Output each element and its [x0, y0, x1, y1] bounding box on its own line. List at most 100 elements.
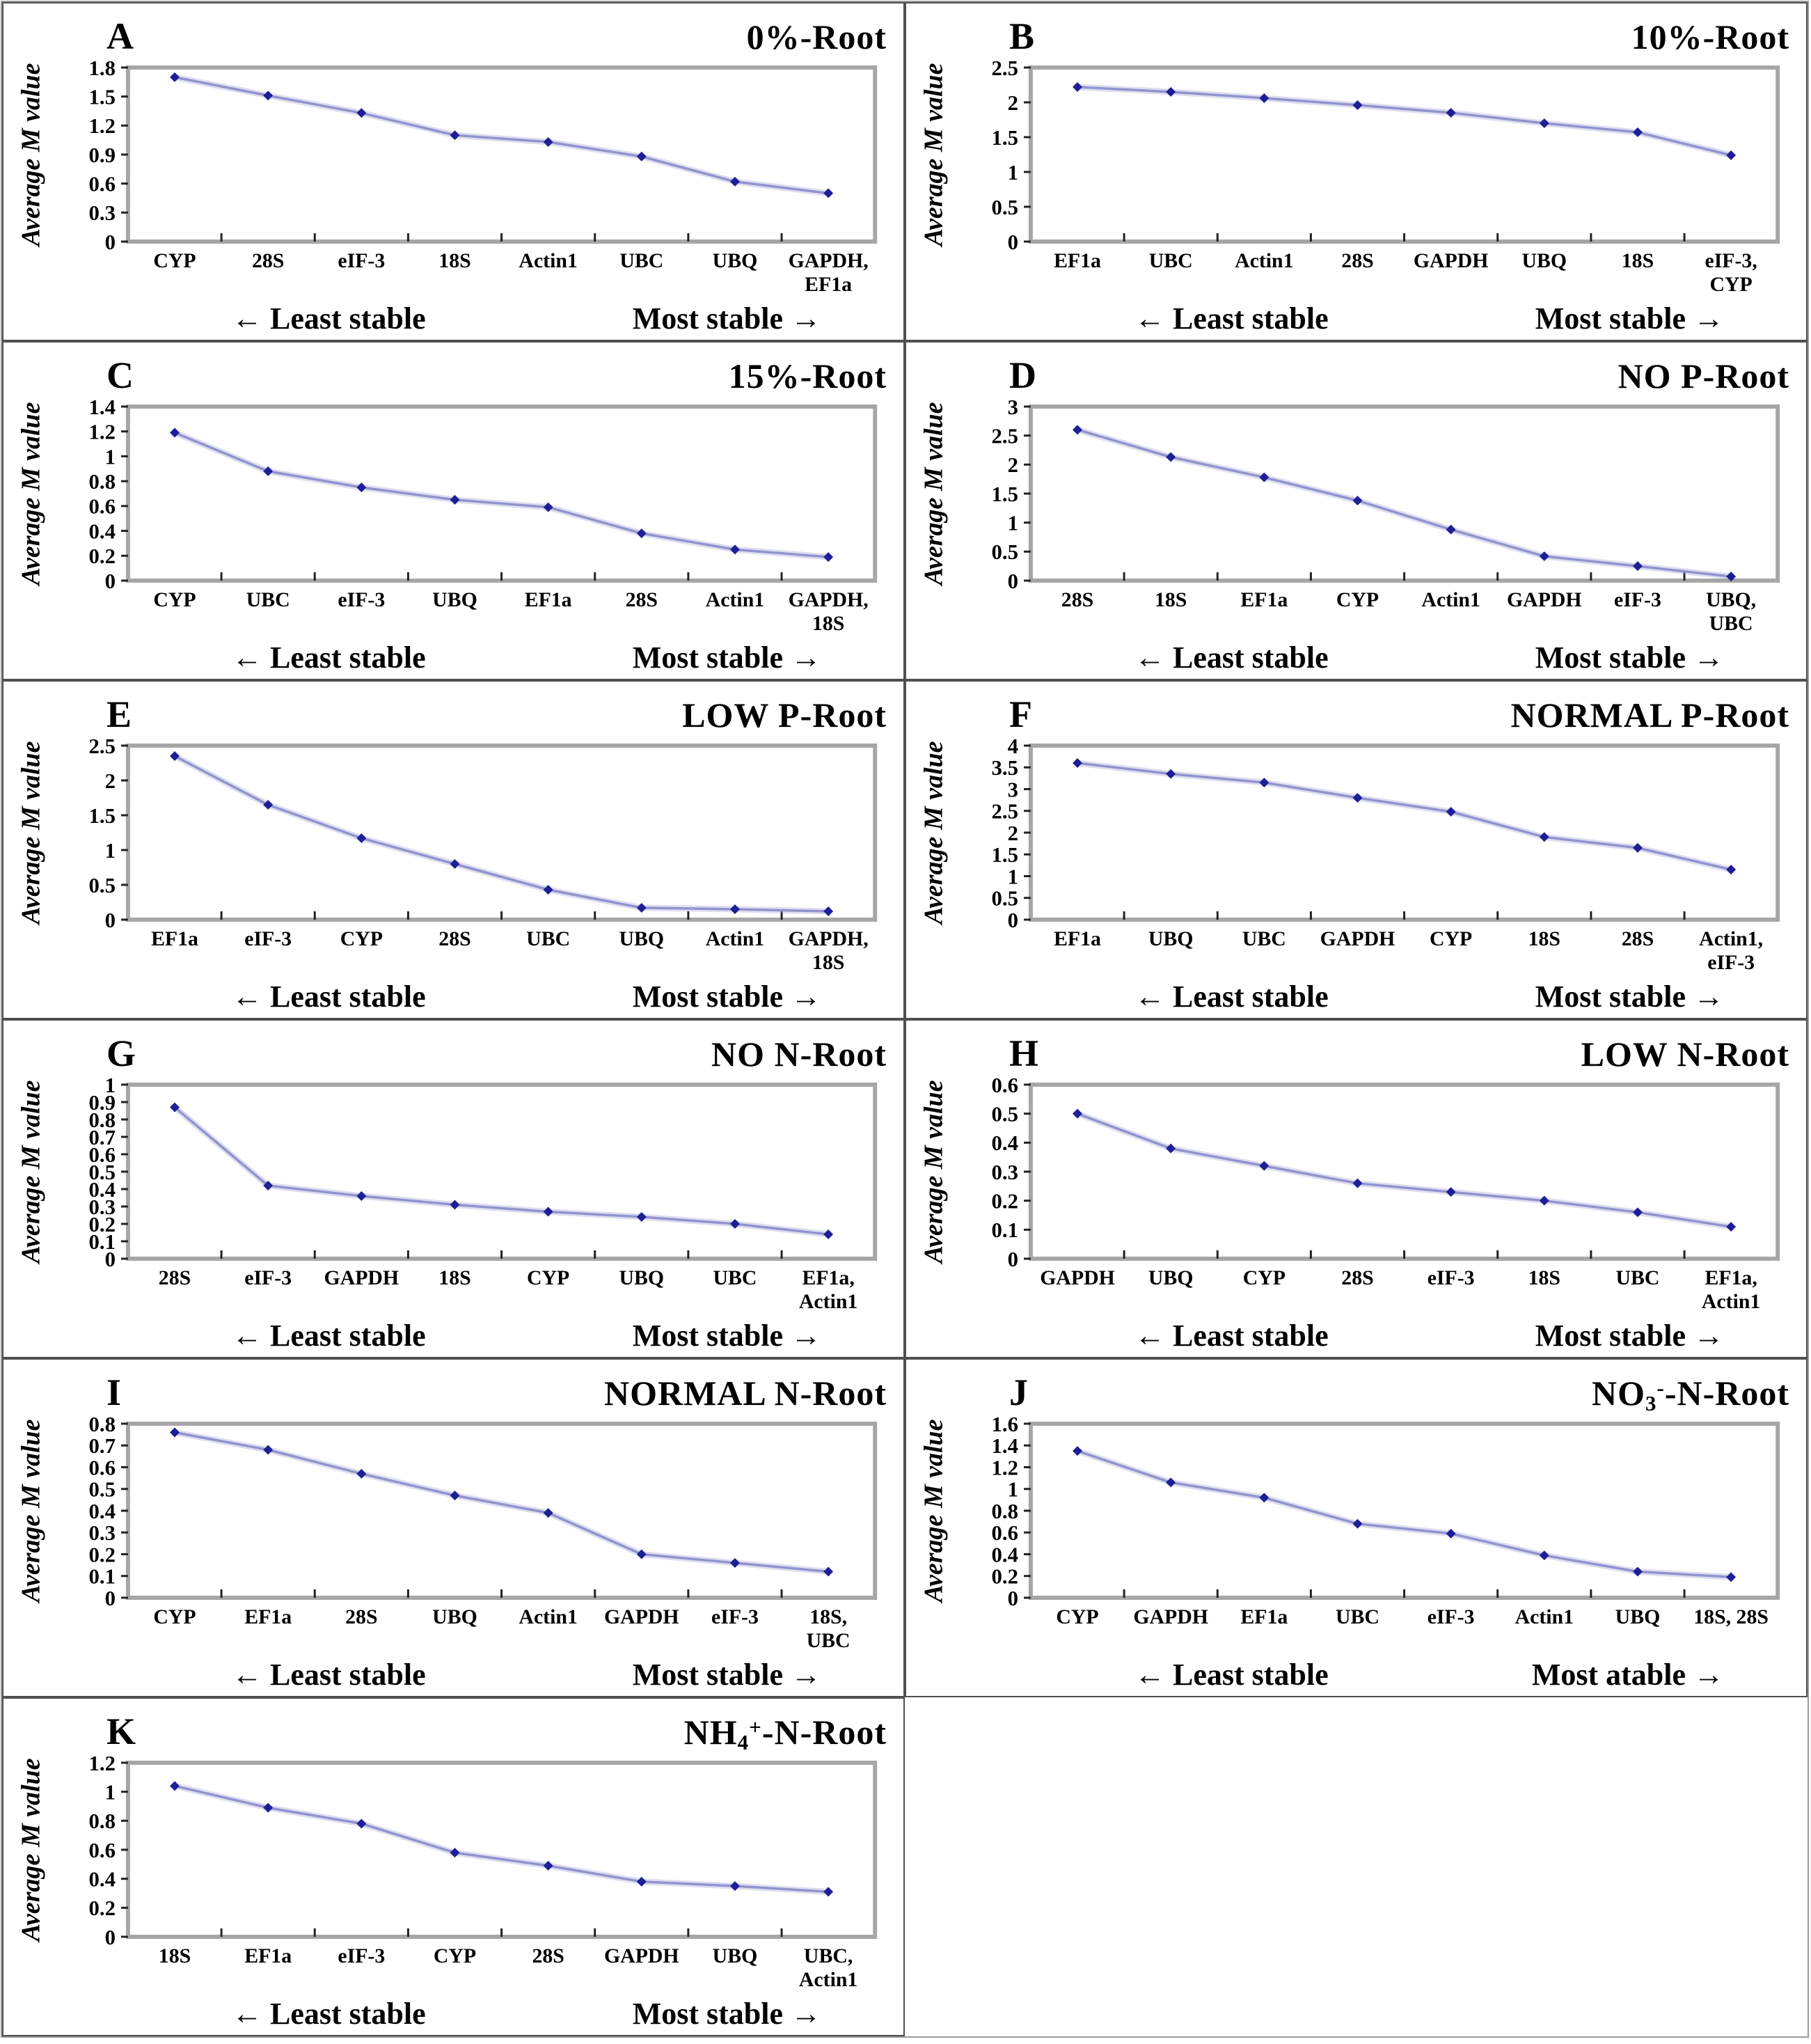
y-tick-label: 1.4: [89, 395, 116, 419]
x-category-label: 28S: [1622, 927, 1654, 950]
x-category-label: GAPDH: [1320, 927, 1395, 950]
x-category-label: CYP: [1243, 1266, 1286, 1289]
x-category-label: Actin1: [1515, 1605, 1574, 1628]
data-point: [730, 544, 740, 555]
y-axis-label: Average M value: [17, 1080, 46, 1264]
data-point: [730, 1219, 740, 1229]
y-tick-label: 0.9: [89, 143, 116, 167]
y-tick-label: 0.5: [992, 1101, 1019, 1126]
x-category-label: UBQ: [432, 588, 477, 611]
y-tick-label: 0: [1008, 908, 1018, 932]
most-stable-label: Most stable →: [632, 301, 821, 336]
y-tick-label: 1.5: [89, 803, 116, 828]
data-point: [1073, 758, 1082, 768]
data-point: [170, 1781, 180, 1791]
data-point: [730, 904, 740, 914]
data-point: [450, 494, 460, 505]
y-tick-label: 1.4: [992, 1433, 1019, 1458]
y-tick-label: 0.3: [89, 201, 116, 225]
plot-area: [1028, 1422, 1780, 1600]
x-category-label: GAPDH: [324, 1266, 400, 1289]
x-category-label: 18S: [812, 951, 844, 974]
x-category-label: eIF-3: [338, 249, 385, 272]
data-line: [173, 1106, 829, 1236]
chart-I: Average M value 00.10.20.30.40.50.60.70.8…: [17, 1412, 878, 1652]
stability-annotations: ← Least stable Most stable →: [912, 975, 1801, 1014]
x-category-label: UBQ: [713, 249, 758, 272]
x-category-label: 18S: [438, 249, 470, 272]
x-category-label: CYP: [153, 249, 196, 272]
x-category-label: eIF-3: [338, 588, 385, 611]
x-category-label: GAPDH: [604, 1605, 679, 1628]
data-point: [636, 903, 647, 913]
x-category-label: 18S: [159, 1944, 191, 1967]
data-point: [263, 800, 274, 810]
panel-letter: H: [1009, 1032, 1039, 1074]
data-point: [730, 1558, 740, 1568]
x-category-label: 18S, 28S: [1693, 1605, 1769, 1628]
y-axis-label: Average M value: [919, 1419, 949, 1603]
panel-G: G NO N-Root Average M value 0 0.1 0.2 0.3 0.4 0.…: [2, 1019, 905, 1358]
data-point: [450, 859, 460, 869]
panel-letter: E: [106, 693, 132, 735]
y-tick-label: 0.7: [89, 1125, 116, 1149]
panel-H: H LOW N-Root Average M value 0 0.1 0.2 0.3 0.4 0…: [905, 1019, 1808, 1358]
data-point: [1259, 778, 1270, 788]
x-category-label: CYP: [1336, 588, 1379, 611]
y-tick-label: 0.3: [992, 1160, 1019, 1184]
x-category-label: GAPDH: [1040, 1266, 1115, 1289]
x-category-label: 28S: [626, 588, 658, 611]
data-point: [356, 1468, 367, 1479]
y-tick-label: 1: [105, 1779, 116, 1804]
x-category-label: GAPDH: [1133, 1605, 1208, 1628]
y-tick-label: 0.5: [992, 195, 1019, 219]
x-category-label: CYP: [434, 1944, 476, 1967]
data-point: [636, 151, 647, 162]
y-axis-label: Average M value: [17, 741, 46, 925]
panel-header: I NORMAL N-Root: [9, 1361, 898, 1413]
y-tick-label: 0.3: [89, 1520, 116, 1545]
y-tick-label: 1.5: [992, 125, 1019, 150]
data-point: [170, 427, 180, 438]
panel-E: E LOW P-Root Average M value 0 0.5 1 1.5 2 2.5 EF…: [2, 680, 905, 1019]
x-category-label: UBC: [1616, 1266, 1660, 1289]
y-tick-label: 3: [1008, 395, 1018, 419]
data-point: [1539, 551, 1549, 561]
x-category-label: EF1a: [244, 1605, 292, 1628]
x-category-label: Actin1: [706, 588, 764, 611]
x-category-label: EF1a: [151, 927, 198, 950]
panel-J: J NO3--N-Root Average M value 0 0.2 0.4 0.6 0.8…: [905, 1358, 1808, 1697]
plot-area: [1028, 1083, 1780, 1261]
data-point: [543, 1508, 553, 1518]
data-point: [170, 72, 180, 82]
data-point: [1633, 127, 1643, 137]
x-category-label: UBC: [1242, 927, 1286, 950]
x-category-label: 18S: [1528, 1266, 1560, 1289]
y-tick-label: 1: [105, 838, 116, 863]
panel-header: H LOW N-Root: [912, 1022, 1801, 1074]
data-point: [1259, 1161, 1270, 1171]
y-tick-label: 0.7: [89, 1433, 116, 1458]
data-point: [1446, 524, 1456, 535]
x-category-label: EF1a,: [1705, 1266, 1757, 1289]
panel-letter: K: [106, 1711, 136, 1752]
least-stable-label: ← Least stable: [232, 1319, 426, 1353]
data-point: [356, 1191, 367, 1201]
y-tick-label: 1: [105, 444, 116, 469]
least-stable-label: ← Least stable: [232, 640, 426, 675]
x-category-label: EF1a: [1240, 588, 1288, 611]
y-tick-label: 2: [105, 769, 116, 793]
panel-title: LOW P-Root: [682, 695, 887, 734]
y-tick-label: 1: [1008, 510, 1018, 535]
panel-title: NH4+-N-Root: [683, 1713, 887, 1754]
x-category-label: eIF-3: [1707, 951, 1755, 974]
y-axis-label: Average M value: [919, 63, 949, 247]
x-category-label: UBQ: [1148, 1266, 1194, 1289]
stability-annotations: ← Least stable Most stable →: [912, 636, 1801, 675]
data-point: [1073, 1446, 1082, 1456]
x-category-label: EF1a,: [802, 1266, 854, 1289]
chart-D: Average M value 0 0.5 1 1.5 2 2.5 3 28S 18S EF1a CY…: [919, 395, 1780, 635]
most-stable-label: Most stable →: [1535, 301, 1724, 336]
x-category-label: Actin1: [799, 1290, 857, 1313]
y-axis-label: Average M value: [919, 402, 949, 586]
